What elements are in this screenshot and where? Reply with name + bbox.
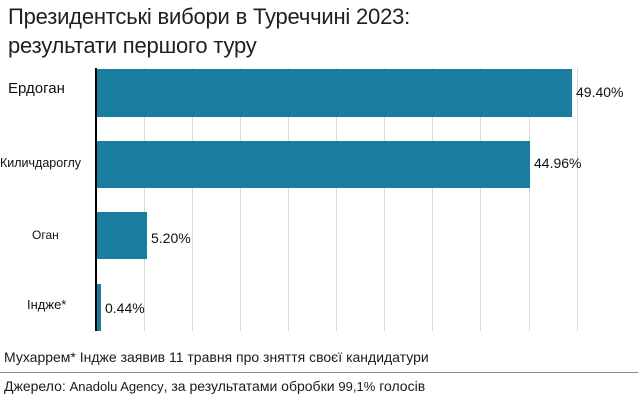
gridline bbox=[529, 68, 530, 331]
value-label-kilicdaroglu: 44.96% bbox=[534, 155, 582, 171]
y-axis bbox=[95, 68, 97, 331]
source-prefix: Джерело: bbox=[4, 378, 66, 394]
bar-ogan bbox=[97, 212, 147, 259]
gridline bbox=[336, 68, 337, 331]
chart-title-line2: результати першого туру bbox=[8, 33, 257, 58]
divider bbox=[0, 372, 638, 373]
source-note: Джерело: Anadolu Agency, за результатами… bbox=[4, 378, 425, 394]
gridline bbox=[577, 68, 578, 331]
source-end: голосів bbox=[379, 378, 426, 394]
gridline bbox=[288, 68, 289, 331]
bar-erdogan bbox=[97, 69, 572, 117]
category-label-ince: Індже* bbox=[27, 297, 67, 312]
gridline bbox=[480, 68, 481, 331]
source-suffix: , за результатами обробки bbox=[163, 378, 335, 394]
category-label-kilicdaroglu: Киличдароглу bbox=[0, 156, 82, 170]
gridline bbox=[384, 68, 385, 331]
category-label-erdogan: Ердоган bbox=[8, 80, 65, 97]
bar-chart: Ердоган Киличдароглу Оган Індже* 49.40% … bbox=[0, 68, 624, 331]
chart-title: Президентські вибори в Туреччині 2023: р… bbox=[8, 2, 410, 60]
bar-ince bbox=[97, 284, 101, 331]
gridline bbox=[192, 68, 193, 331]
footnote: Мухаррем* Індже заявив 11 травня про зня… bbox=[4, 349, 429, 365]
bar-kilicdaroglu bbox=[97, 141, 530, 188]
value-label-ogan: 5.20% bbox=[151, 230, 191, 246]
source-percent: 99,1% bbox=[338, 379, 376, 394]
source-agency: Anadolu Agency bbox=[69, 379, 164, 394]
chart-title-line1: Президентські вибори в Туреччині 2023: bbox=[8, 4, 411, 29]
category-label-ogan: Оган bbox=[32, 228, 59, 242]
gridline bbox=[240, 68, 241, 331]
value-label-erdogan: 49.40% bbox=[576, 84, 624, 100]
gridline bbox=[432, 68, 433, 331]
gridline bbox=[144, 68, 145, 331]
value-label-ince: 0.44% bbox=[105, 300, 145, 316]
